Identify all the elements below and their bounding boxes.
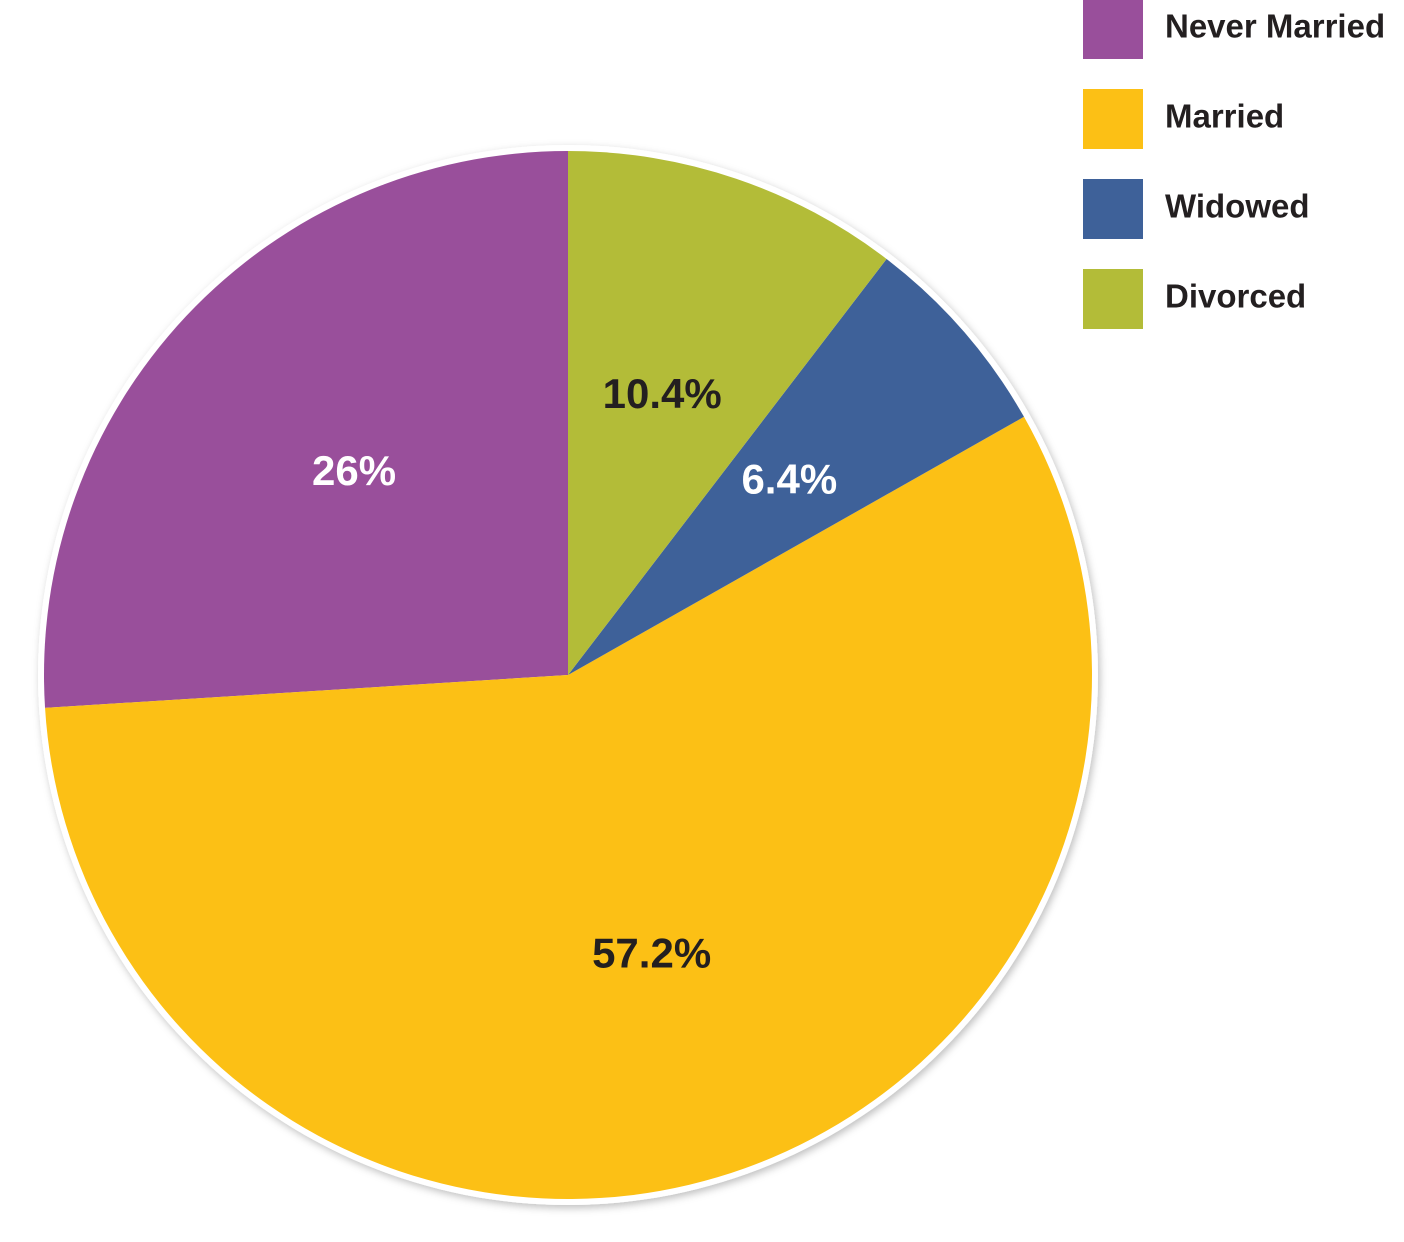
legend-swatch <box>1083 0 1143 59</box>
pie-slice <box>568 151 887 675</box>
pie-slice <box>45 416 1092 1199</box>
legend-label: Divorced <box>1165 278 1306 315</box>
data-label: 10.4% <box>603 370 722 417</box>
legend-label: Widowed <box>1165 188 1310 225</box>
data-label: 57.2% <box>592 929 711 976</box>
pie-slice <box>44 151 568 708</box>
data-label: 26% <box>312 447 396 494</box>
legend-swatch <box>1083 269 1143 329</box>
pie: 26% 57.2% 6.4% 10.4% <box>44 151 1092 1199</box>
legend-label: Never Married <box>1165 8 1385 45</box>
pie-slice <box>568 258 1024 675</box>
legend-swatch <box>1083 179 1143 239</box>
legend: Never Married Married Widowed Divorced <box>1083 0 1385 329</box>
data-label: 6.4% <box>741 455 837 502</box>
legend-swatch <box>1083 89 1143 149</box>
legend-label: Married <box>1165 98 1284 135</box>
